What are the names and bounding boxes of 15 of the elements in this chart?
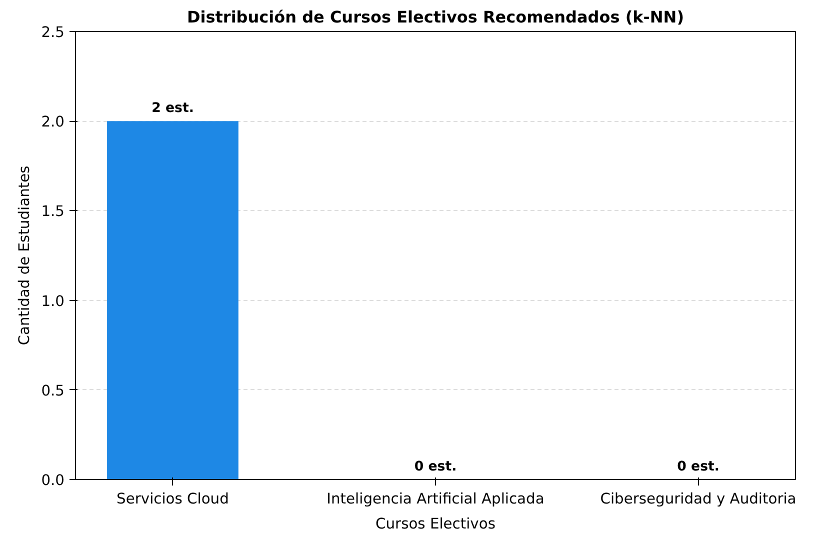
data-label: 0 est. [677, 460, 720, 474]
chart-title: Distribución de Cursos Electivos Recomendados (k-NN) [186, 8, 684, 26]
x-tick-label: Inteligencia Artificial Aplicada [326, 490, 544, 508]
data-label: 0 est. [414, 460, 457, 474]
y-tick-label: 0.5 [41, 382, 65, 400]
y-tick-label: 1.0 [41, 292, 65, 310]
y-tick-label: 1.5 [41, 203, 65, 220]
x-tick-label: Ciberseguridad y Auditoria [600, 490, 796, 508]
y-tick-label: 2.0 [41, 114, 65, 131]
y-axis-title: Cantidad de Estudiantes [16, 166, 34, 346]
data-label: 2 est. [152, 101, 194, 116]
x-tick-label: Servicios Cloud [116, 490, 229, 508]
y-tick-label: 2.5 [41, 24, 65, 41]
y-tick-label: 0.0 [41, 472, 65, 489]
x-axis-title: Cursos Electivos [376, 516, 496, 532]
